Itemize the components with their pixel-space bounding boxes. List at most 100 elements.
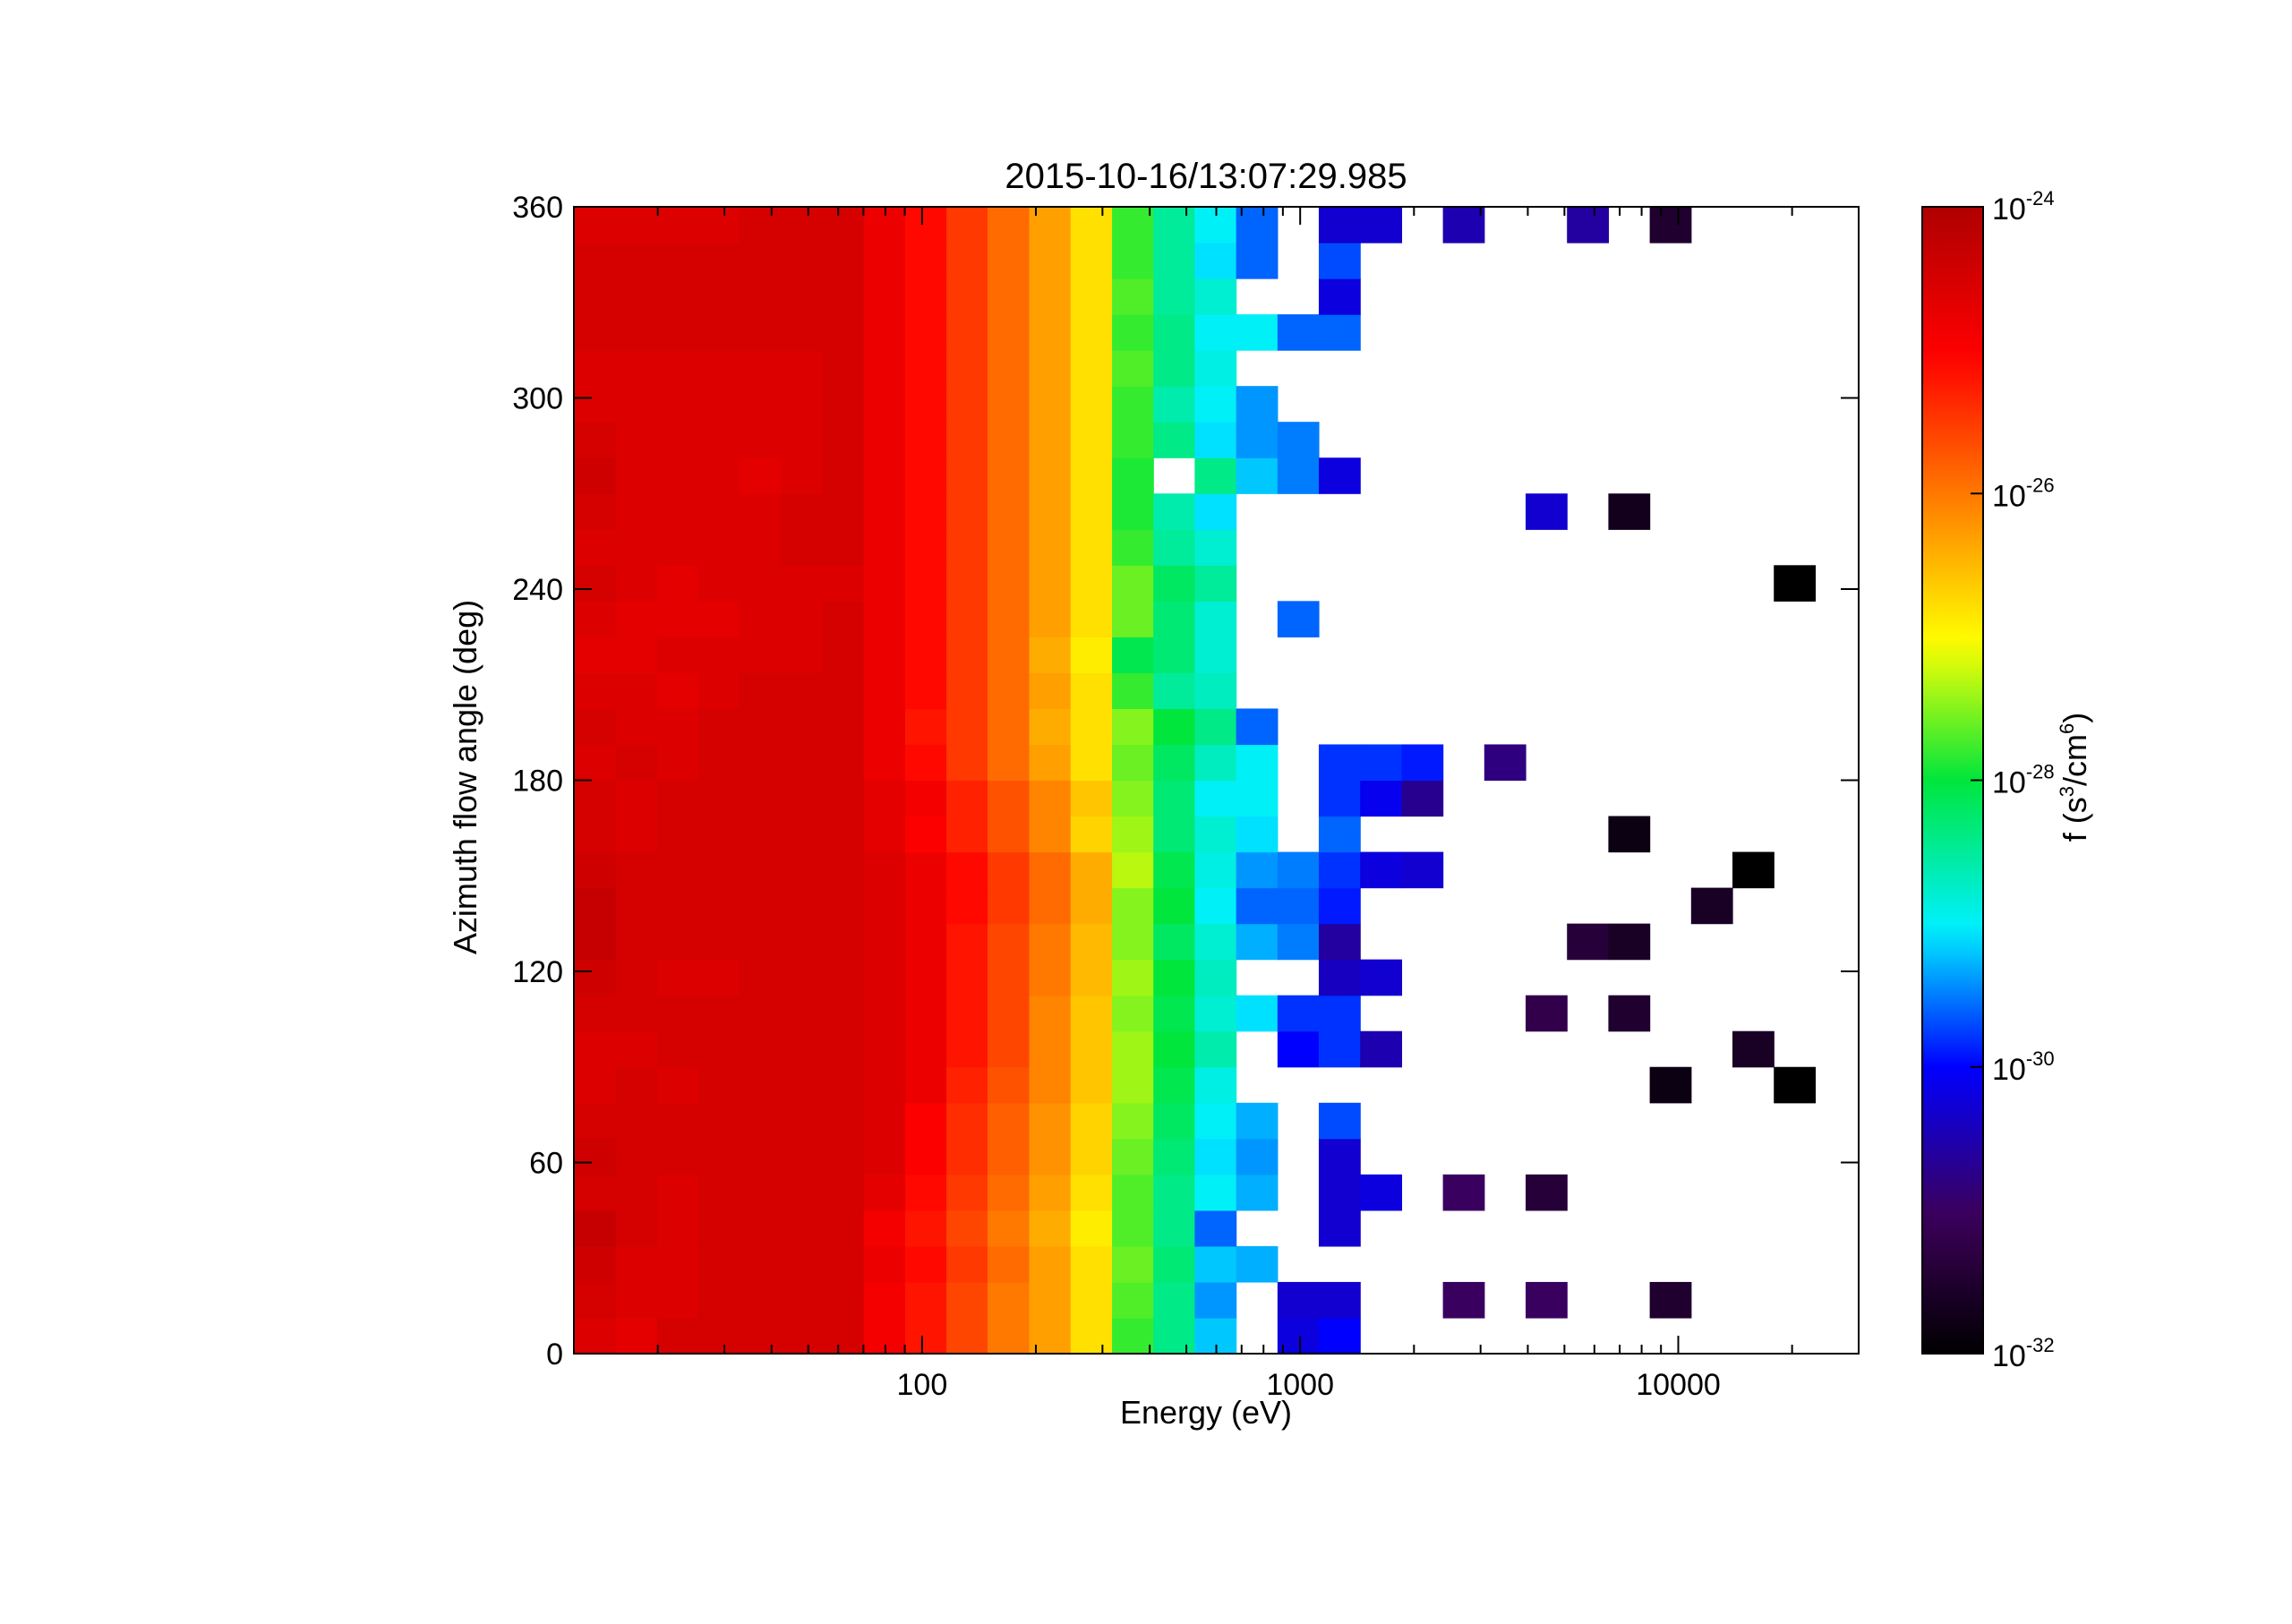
- heatmap-cell: [988, 887, 1031, 925]
- heatmap-cell: [697, 422, 740, 458]
- heatmap-cell: [1360, 959, 1403, 996]
- heatmap-cell: [781, 887, 824, 925]
- heatmap-cell: [904, 1209, 947, 1247]
- heatmap-cell: [1318, 207, 1361, 244]
- heatmap-cell: [1194, 314, 1237, 351]
- heatmap-cell: [1236, 780, 1279, 817]
- heatmap-cell: [1029, 1030, 1072, 1068]
- heatmap-cell: [946, 1209, 988, 1247]
- heatmap-cell: [739, 708, 782, 746]
- heatmap-cell: [1360, 744, 1403, 782]
- heatmap-cell: [1153, 923, 1195, 961]
- heatmap-cell: [1029, 1138, 1072, 1175]
- heatmap-cell: [1567, 207, 1610, 244]
- heatmap-cell: [656, 601, 699, 637]
- heatmap-cell: [615, 816, 658, 853]
- heatmap-cell: [1236, 744, 1279, 782]
- heatmap-cell: [1029, 708, 1072, 746]
- heatmap-cell: [822, 959, 865, 996]
- heatmap-cell: [904, 816, 947, 853]
- heatmap-cell: [904, 457, 947, 494]
- heatmap-cell: [822, 995, 865, 1032]
- heatmap-cell: [904, 493, 947, 530]
- heatmap-cell: [781, 816, 824, 853]
- heatmap-cell: [1236, 1245, 1279, 1283]
- heatmap-cell: [863, 457, 906, 494]
- heatmap-cell: [1070, 207, 1113, 244]
- heatmap-cell: [988, 923, 1031, 961]
- heatmap-cell: [904, 1281, 947, 1319]
- heatmap-cell: [697, 243, 740, 279]
- heatmap-cell: [1236, 816, 1279, 853]
- heatmap-cell: [904, 780, 947, 817]
- heatmap-cell: [656, 386, 699, 423]
- heatmap-cell: [946, 1317, 988, 1355]
- heatmap-cell: [822, 207, 865, 244]
- heatmap-cell: [863, 601, 906, 637]
- heatmap-cell: [739, 672, 782, 710]
- heatmap-cell: [739, 386, 782, 423]
- heatmap-cell: [1070, 708, 1113, 746]
- heatmap-cell: [1112, 422, 1154, 458]
- heatmap-cell: [739, 1030, 782, 1068]
- heatmap-cell: [1194, 278, 1237, 315]
- heatmap-cell: [697, 529, 740, 566]
- heatmap-cell: [988, 1102, 1031, 1140]
- heatmap-cell: [615, 1066, 658, 1104]
- heatmap-cell: [1029, 1245, 1072, 1283]
- heatmap-cell: [1153, 529, 1195, 566]
- heatmap-cell: [1732, 1030, 1775, 1068]
- heatmap-cell: [697, 565, 740, 602]
- heatmap-cell: [656, 529, 699, 566]
- heatmap-cell: [1608, 995, 1651, 1032]
- heatmap-cell: [1194, 637, 1237, 674]
- heatmap-cell: [697, 887, 740, 925]
- heatmap-cell: [988, 959, 1031, 996]
- heatmap-cell: [574, 959, 617, 996]
- heatmap-cell: [656, 708, 699, 746]
- heatmap-cell: [1236, 207, 1279, 244]
- heatmap-cell: [1649, 207, 1692, 244]
- heatmap-cell: [863, 672, 906, 710]
- heatmap-cell: [1318, 959, 1361, 996]
- heatmap-cell: [1690, 887, 1733, 925]
- heatmap-cell: [781, 1138, 824, 1175]
- heatmap-cell: [615, 457, 658, 494]
- heatmap-cell: [863, 995, 906, 1032]
- heatmap-cell: [739, 851, 782, 889]
- heatmap-cell: [574, 923, 617, 961]
- heatmap-cell: [1029, 923, 1072, 961]
- heatmap-cell: [1153, 1030, 1195, 1068]
- heatmap-cell: [1277, 1030, 1320, 1068]
- heatmap-cell: [1070, 565, 1113, 602]
- heatmap-cell: [1442, 207, 1485, 244]
- heatmap-cell: [946, 923, 988, 961]
- heatmap-cell: [1194, 851, 1237, 889]
- heatmap-cell: [1070, 887, 1113, 925]
- heatmap-cell: [1318, 1030, 1361, 1068]
- heatmap-cell: [781, 457, 824, 494]
- heatmap-cell: [1153, 816, 1195, 853]
- heatmap-cell: [615, 672, 658, 710]
- heatmap-cell: [697, 457, 740, 494]
- heatmap-cell: [988, 1174, 1031, 1211]
- heatmap-cell: [1112, 672, 1154, 710]
- heatmap-cell: [656, 780, 699, 817]
- heatmap-cell: [946, 457, 988, 494]
- heatmap-cell: [656, 1245, 699, 1283]
- heatmap-cell: [574, 529, 617, 566]
- heatmap-cell: [1608, 923, 1651, 961]
- heatmap-cell: [1029, 1281, 1072, 1319]
- heatmap-cell: [1318, 1102, 1361, 1140]
- heatmap-cell: [863, 1245, 906, 1283]
- heatmap-cell: [904, 923, 947, 961]
- heatmap-cell: [615, 493, 658, 530]
- heatmap-cell: [1112, 959, 1154, 996]
- heatmap-cell: [1526, 1174, 1568, 1211]
- heatmap-cell: [697, 386, 740, 423]
- colorbar-title-exp1: 3: [2056, 786, 2078, 797]
- heatmap-cell: [1194, 493, 1237, 530]
- heatmap-cell: [739, 1281, 782, 1319]
- heatmap-cell: [822, 923, 865, 961]
- heatmap-cell: [863, 744, 906, 782]
